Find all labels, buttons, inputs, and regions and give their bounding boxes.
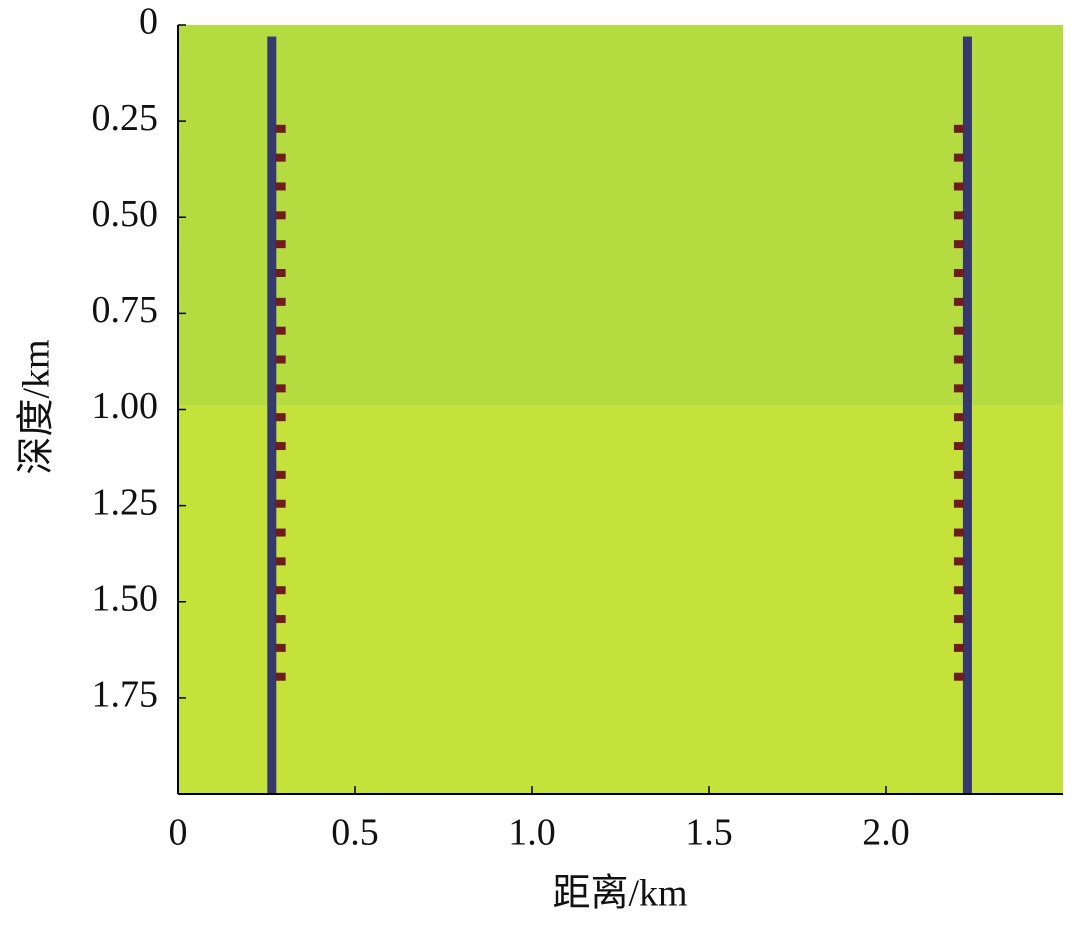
receiver bbox=[275, 269, 286, 278]
y-tick-label: 1.50 bbox=[92, 577, 159, 619]
layer bbox=[178, 405, 1063, 794]
receiver bbox=[953, 124, 964, 133]
receiver bbox=[953, 297, 964, 306]
receiver bbox=[275, 182, 286, 191]
receiver bbox=[953, 153, 964, 162]
receiver bbox=[275, 384, 286, 393]
x-tick-label: 1.0 bbox=[508, 812, 556, 854]
x-tick-label: 0.5 bbox=[331, 812, 379, 854]
receiver bbox=[275, 124, 286, 133]
receiver bbox=[275, 470, 286, 479]
receiver bbox=[953, 672, 964, 681]
receiver bbox=[275, 211, 286, 220]
receiver bbox=[275, 557, 286, 566]
well bbox=[267, 36, 277, 795]
receiver bbox=[275, 499, 286, 508]
receiver bbox=[275, 240, 286, 249]
receiver bbox=[275, 528, 286, 537]
y-tick-label: 0.50 bbox=[92, 193, 159, 235]
x-tick-label: 1.5 bbox=[685, 812, 733, 854]
receiver bbox=[953, 557, 964, 566]
y-tick-label: 1.25 bbox=[92, 481, 159, 523]
receiver bbox=[275, 672, 286, 681]
receiver bbox=[275, 297, 286, 306]
receiver bbox=[953, 413, 964, 422]
receiver bbox=[953, 355, 964, 364]
receiver bbox=[275, 153, 286, 162]
receiver bbox=[953, 586, 964, 595]
receiver bbox=[953, 384, 964, 393]
receiver bbox=[953, 211, 964, 220]
well bbox=[962, 36, 972, 795]
receiver bbox=[275, 442, 286, 451]
receiver bbox=[953, 182, 964, 191]
x-axis-label: 距离/km bbox=[552, 873, 687, 915]
receiver bbox=[275, 586, 286, 595]
receiver bbox=[275, 615, 286, 624]
y-axis-label: 深度/km bbox=[16, 339, 58, 474]
receiver bbox=[953, 643, 964, 652]
receiver bbox=[953, 615, 964, 624]
x-tick-label: 0 bbox=[169, 812, 188, 854]
y-tick-label: 1.75 bbox=[92, 674, 159, 716]
receiver bbox=[953, 269, 964, 278]
receiver bbox=[953, 528, 964, 537]
y-tick-label: 1.00 bbox=[92, 385, 159, 427]
receiver bbox=[953, 470, 964, 479]
receiver bbox=[275, 355, 286, 364]
y-tick-label: 0 bbox=[139, 1, 158, 43]
layer bbox=[178, 25, 1063, 406]
receiver bbox=[275, 326, 286, 335]
y-tick-label: 0.75 bbox=[92, 289, 159, 331]
receiver bbox=[275, 643, 286, 652]
receiver bbox=[953, 240, 964, 249]
receiver bbox=[275, 413, 286, 422]
receiver bbox=[953, 326, 964, 335]
receiver bbox=[953, 442, 964, 451]
receiver bbox=[953, 499, 964, 508]
x-tick-label: 2.0 bbox=[862, 812, 910, 854]
y-tick-label: 0.25 bbox=[92, 97, 159, 139]
